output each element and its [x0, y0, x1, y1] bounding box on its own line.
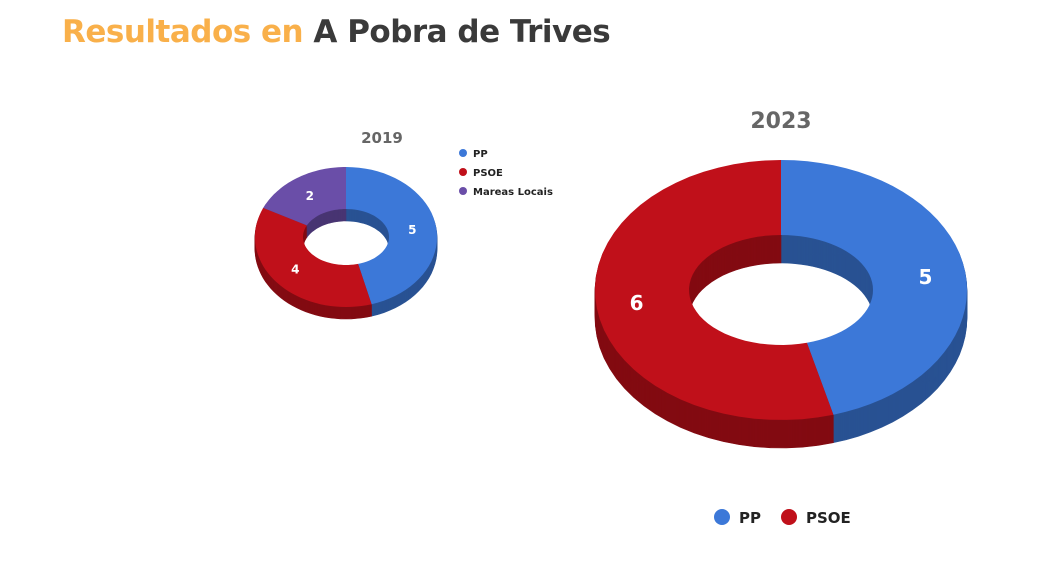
legend-label: PP: [473, 149, 488, 160]
slice-Mareas Locais[interactable]: [263, 167, 346, 226]
legend-label: PP: [739, 509, 761, 527]
data-label: 5: [408, 223, 416, 237]
legend-item[interactable]: PP: [714, 509, 761, 527]
legend-label: PSOE: [806, 509, 851, 527]
slice-PSOE[interactable]: [255, 207, 372, 307]
legend: PP PSOE Mareas Locais: [459, 149, 553, 198]
legend-marker: [459, 149, 467, 157]
chart-title: 2023: [750, 109, 811, 134]
chart-title: 2019: [361, 129, 403, 147]
donut-chart-2023: 5 6 2023 PP PSOE: [594, 109, 968, 527]
legend-marker: [459, 168, 467, 176]
donut-chart-2019: 5 4 2 2019 PP PSOE Mareas Locais: [254, 129, 553, 320]
legend-marker: [714, 509, 730, 525]
slice-PSOE[interactable]: [595, 160, 834, 420]
legend-item[interactable]: PSOE: [781, 509, 851, 527]
legend-label: Mareas Locais: [473, 187, 553, 198]
data-label: 6: [630, 291, 644, 315]
legend-label: PSOE: [473, 168, 503, 179]
legend-marker: [781, 509, 797, 525]
legend: PP PSOE: [714, 509, 851, 527]
title-highlight: Resultados en: [62, 14, 304, 50]
data-label: 4: [291, 262, 299, 276]
data-label: 5: [919, 265, 933, 289]
legend-item[interactable]: PP: [459, 149, 488, 160]
page-title: Resultados en A Pobra de Trives: [62, 14, 611, 50]
legend-item[interactable]: PSOE: [459, 168, 503, 179]
legend-item[interactable]: Mareas Locais: [459, 187, 553, 198]
data-label: 2: [306, 189, 314, 203]
slice-PP[interactable]: [781, 160, 967, 415]
legend-marker: [459, 187, 467, 195]
slice-PP[interactable]: [346, 167, 437, 305]
title-rest: A Pobra de Trives: [313, 14, 611, 50]
